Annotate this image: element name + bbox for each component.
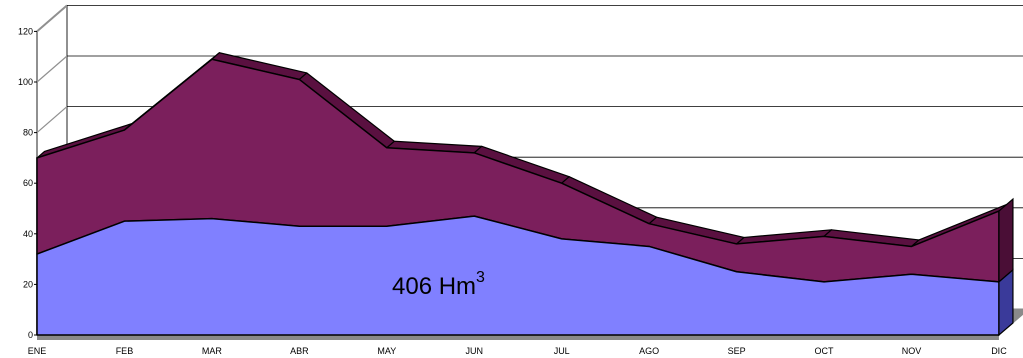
total-volume-label: 406 Hm3: [392, 269, 485, 300]
x-tick-label: FEB: [116, 346, 134, 356]
x-tick-label: JUL: [554, 346, 570, 356]
x-tick-label: OCT: [815, 346, 835, 356]
y-axis-ticks: 0 20 40 60 80 100 120: [18, 26, 37, 340]
wall-gridline: [36, 55, 68, 83]
x-tick-label: ENE: [28, 346, 47, 356]
plot-areas: [36, 52, 1014, 337]
floor-front-edge: [37, 335, 999, 340]
y-tick-label: 0: [28, 330, 33, 340]
bottom-series-end-cap: [998, 268, 1014, 337]
total-volume-value: 406 Hm: [392, 273, 476, 300]
top-series-end-cap: [998, 197, 1014, 284]
x-tick-label: AGO: [639, 346, 659, 356]
total-volume-unit-exponent: 3: [476, 269, 485, 286]
y-tick-label: 120: [18, 26, 33, 36]
x-tick-label: DIC: [991, 346, 1007, 356]
wall-gridline: [36, 106, 68, 134]
x-tick-label: MAR: [202, 346, 223, 356]
x-tick-label: MAY: [377, 346, 396, 356]
x-tick-label: JUN: [466, 346, 484, 356]
bottom-series-area: [36, 215, 1000, 336]
x-axis-ticks: ENE FEB MAR ABR MAY JUN JUL AGO SEP OCT NOV DIC: [28, 346, 1007, 356]
x-tick-label: NOV: [902, 346, 922, 356]
y-tick-label: 40: [23, 229, 33, 239]
x-tick-label: SEP: [728, 346, 746, 356]
y-tick-label: 20: [23, 279, 33, 289]
x-tick-label: ABR: [290, 346, 309, 356]
y-tick-label: 80: [23, 128, 33, 138]
y-tick-label: 100: [18, 77, 33, 87]
y-tick-label: 60: [23, 178, 33, 188]
wall-gridline: [36, 4, 68, 32]
